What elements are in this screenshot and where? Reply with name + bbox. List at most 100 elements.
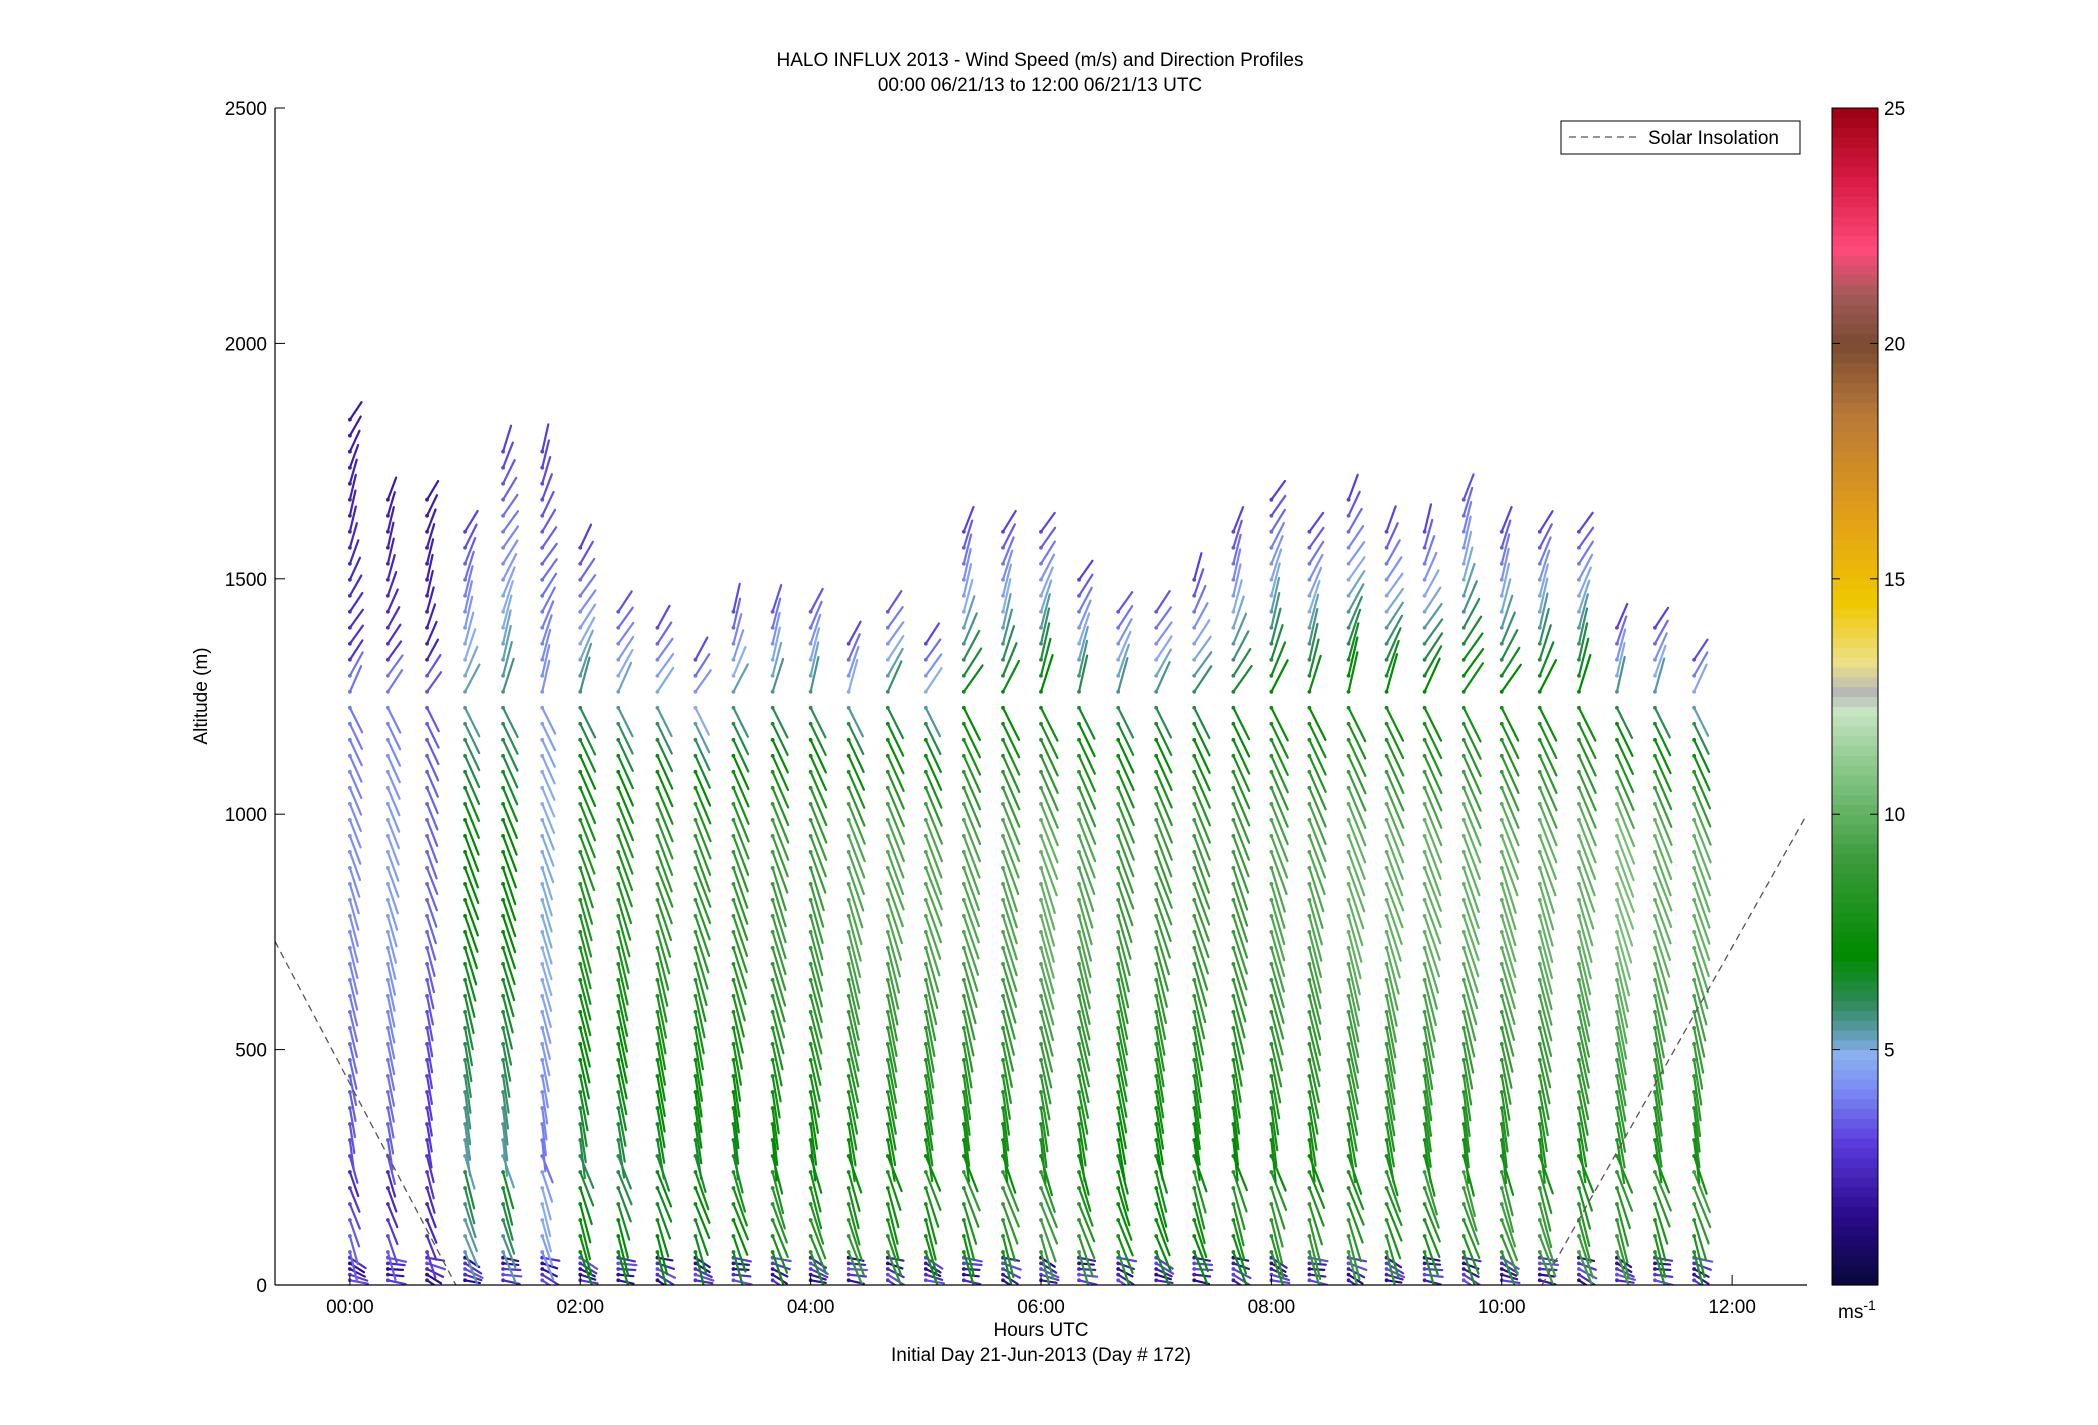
wind-arrow-shaft (847, 866, 865, 912)
wind-arrow-head (1039, 1074, 1043, 1078)
wind-arrow-shaft (1077, 882, 1094, 929)
wind-arrow-head (1499, 1074, 1504, 1078)
wind-arrow-shaft (1270, 494, 1287, 517)
wind-arrow-shaft (501, 850, 517, 889)
wind-arrow-shaft (1500, 1202, 1517, 1248)
wind-arrow-head (885, 1010, 890, 1014)
wind-arrow-shaft (1001, 978, 1017, 1024)
wind-arrow-shaft (1423, 994, 1436, 1043)
wind-arrow-shaft (1193, 994, 1206, 1040)
wind-arrow-head (1653, 785, 1657, 790)
wind-arrow-shaft (1077, 898, 1093, 946)
wind-arrow-head (808, 1090, 813, 1094)
wind-arrow-head (1653, 1010, 1657, 1014)
wind-arrow-head (1116, 1042, 1121, 1046)
wind-arrow-head (1577, 930, 1581, 934)
wind-arrow-head (1499, 1058, 1504, 1062)
wind-arrow-head (1307, 1122, 1312, 1126)
wind-arrow-head (923, 897, 928, 902)
wind-arrow-shaft (617, 802, 635, 842)
wind-arrow-head (1346, 1261, 1351, 1266)
wind-arrow-head (1077, 737, 1081, 742)
wind-arrow-shaft (1653, 1058, 1664, 1106)
wind-arrow-head (1192, 1090, 1197, 1094)
wind-arrow-shaft (1039, 1106, 1049, 1153)
wind-arrow-head (731, 689, 736, 694)
wind-arrow-shaft (541, 659, 551, 693)
wind-arrow-shaft (1117, 1026, 1128, 1072)
wind-arrow-shaft (425, 1186, 436, 1214)
wind-arrow-shaft (1001, 549, 1014, 581)
wind-arrow-head (923, 978, 928, 982)
wind-arrow-shaft (1039, 607, 1051, 645)
wind-arrow-head (501, 465, 505, 470)
wind-arrow-head (923, 1261, 928, 1266)
wind-arrow-head (1001, 1202, 1005, 1206)
wind-arrow-shaft (1039, 882, 1056, 931)
wind-arrow-head (463, 1074, 467, 1078)
wind-arrow-head (1154, 657, 1159, 662)
wind-arrow-head (463, 913, 467, 918)
wind-arrow-head (616, 753, 621, 758)
wind-arrow-head (846, 737, 851, 742)
wind-arrow-head (846, 785, 851, 790)
wind-arrow-head (655, 978, 660, 982)
wind-arrow-shaft (617, 962, 629, 1006)
wind-arrow-head (1307, 1138, 1312, 1142)
wind-arrow-head (808, 641, 813, 646)
wind-profile-10 (731, 582, 753, 1285)
wind-arrow-shaft (501, 566, 516, 597)
wind-arrow-head (425, 577, 429, 582)
wind-arrow-head (385, 753, 390, 758)
wind-arrow-shaft (962, 1218, 976, 1262)
wind-arrow-shaft (348, 850, 362, 882)
wind-arrow-head (770, 881, 775, 886)
wind-arrow-head (1269, 946, 1274, 950)
wind-arrow-shaft (617, 882, 633, 925)
wind-arrow-head (1577, 946, 1581, 950)
wind-arrow-head (770, 930, 775, 934)
wind-arrow-shaft (501, 1262, 520, 1267)
wind-arrow-head (1039, 833, 1043, 838)
wind-arrow-head (1653, 641, 1657, 646)
wind-arrow-head (1384, 994, 1389, 998)
wind-arrow-head (1692, 801, 1697, 806)
wind-arrow-head (731, 1042, 736, 1046)
wind-arrow-shaft (1538, 738, 1558, 777)
wind-arrow-head (1499, 1010, 1504, 1014)
wind-arrow-shaft (1385, 802, 1405, 847)
wind-arrow-shaft (348, 738, 363, 767)
wind-arrow-head (616, 1250, 621, 1254)
wind-arrow-shaft (1077, 818, 1097, 863)
colorbar-band (1832, 686, 1878, 698)
wind-arrow-shaft (1347, 1058, 1359, 1105)
wind-arrow-head (1154, 705, 1159, 710)
wind-arrow-head (961, 1074, 966, 1078)
wind-arrow-shaft (1039, 898, 1056, 947)
wind-arrow-head (808, 849, 813, 854)
wind-arrow-head (1384, 1234, 1389, 1238)
wind-arrow-head (347, 1010, 352, 1014)
wind-arrow-shaft (771, 722, 789, 757)
wind-arrow-head (693, 1218, 698, 1222)
wind-arrow-shaft (1423, 1250, 1435, 1285)
wind-arrow-shaft (1155, 1186, 1168, 1228)
wind-arrow-shaft (1500, 646, 1521, 677)
wind-profile-1 (385, 476, 408, 1285)
wind-arrow-shaft (425, 586, 435, 613)
wind-arrow-shaft (1308, 526, 1325, 549)
wind-arrow-head (1422, 1278, 1427, 1283)
wind-arrow-head (501, 1218, 505, 1222)
wind-arrow-shaft (1462, 1010, 1476, 1058)
wind-arrow-head (1307, 769, 1312, 774)
wind-arrow-head (540, 1058, 545, 1062)
wind-arrow-head (1384, 962, 1389, 966)
wind-arrow-head (655, 1261, 660, 1266)
wind-arrow-head (1192, 1026, 1197, 1030)
wind-profile-12 (808, 587, 829, 1285)
wind-arrow-shaft (425, 1026, 434, 1058)
wind-arrow-head (1692, 962, 1697, 966)
wind-arrow-shaft (732, 882, 749, 925)
wind-arrow-shaft (541, 1090, 549, 1125)
wind-arrow-shaft (1270, 1262, 1287, 1273)
